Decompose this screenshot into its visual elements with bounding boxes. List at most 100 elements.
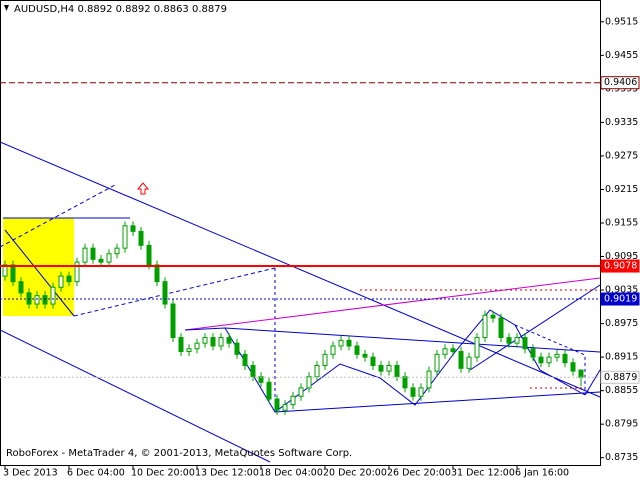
candle-body (546, 356, 552, 364)
candle-body (538, 356, 544, 364)
y-tick-label: 0.8855 (605, 385, 638, 396)
price-level-label: 0.8879 (604, 372, 637, 383)
candle-body (370, 356, 376, 367)
chart-title: AUDUSD,H4 0.8892 0.8892 0.8863 0.8879 (14, 4, 227, 15)
trend-line (0, 141, 601, 398)
candle-body (338, 339, 344, 347)
candle-body (50, 286, 56, 305)
y-tick-label: 0.9035 (605, 285, 638, 296)
candle-body (554, 353, 560, 358)
trend-line (184, 277, 601, 331)
trend-line (0, 184, 116, 248)
candle-body (490, 314, 496, 319)
candle-body (362, 353, 368, 358)
candle-body (266, 381, 272, 400)
candle-body (506, 337, 512, 344)
candle-body (274, 398, 280, 411)
candle-body (482, 314, 488, 339)
candle-body (98, 258, 104, 263)
x-tick-label: 3 Dec 2013 (3, 468, 58, 479)
candle-body (82, 247, 88, 263)
x-tick-label: 6 Jan 16:00 (515, 468, 569, 479)
candle-body (186, 348, 192, 353)
y-tick-label: 0.8795 (605, 419, 638, 430)
y-tick-label: 0.9215 (605, 184, 638, 195)
candle-body (74, 261, 80, 283)
candle-body (250, 365, 256, 378)
candle-body (210, 337, 216, 347)
y-tick-label: 0.8975 (605, 318, 638, 329)
candle-body (314, 365, 320, 378)
candle-body (322, 353, 328, 367)
symbol-icon (4, 5, 9, 11)
candle-body (450, 348, 456, 353)
candle-body (258, 376, 264, 383)
x-tick-label: 31 Dec 12:00 (451, 468, 515, 479)
candle-body (162, 281, 168, 305)
x-tick-label: 10 Dec 20:00 (131, 468, 195, 479)
y-tick-label: 0.9335 (605, 117, 638, 128)
y-tick-label: 0.9515 (605, 16, 638, 27)
candle-body (514, 337, 520, 344)
y-tick-label: 0.9275 (605, 150, 638, 161)
price-level-tag (600, 76, 640, 90)
candle-body (434, 353, 440, 372)
candle-body (290, 395, 296, 406)
candle-body (298, 387, 304, 397)
candle-body (474, 337, 480, 358)
candle-body (138, 230, 144, 246)
candle-body (418, 387, 424, 397)
candle-body (10, 264, 16, 283)
candle-body (330, 345, 336, 355)
candle-body (578, 369, 584, 378)
candle-body (42, 295, 48, 305)
candle-body (34, 295, 40, 305)
price-level-tag (600, 370, 640, 384)
candle-body (122, 225, 128, 249)
candle-body (2, 264, 8, 277)
y-tick-label: 0.8735 (605, 452, 638, 463)
candle-body (402, 376, 408, 389)
candle-body (26, 292, 32, 305)
candle-body (170, 303, 176, 339)
projection-line (584, 369, 601, 396)
candle-body (466, 356, 472, 369)
candle-body (154, 264, 160, 283)
candle-body (346, 339, 352, 347)
trend-line (469, 284, 601, 371)
price-level-label: 0.9078 (604, 261, 637, 272)
trend-line (274, 391, 601, 413)
trend-line (0, 329, 271, 463)
candle-body (570, 362, 576, 372)
candle-body (378, 365, 384, 372)
candle-body (130, 225, 136, 232)
candle-body (218, 337, 224, 347)
candle-body (114, 247, 120, 255)
candle-body (282, 404, 288, 411)
candle-body (242, 353, 248, 367)
candle-body (202, 337, 208, 344)
candle-body (394, 365, 400, 378)
projection-line (514, 324, 586, 395)
candle-body (106, 253, 112, 263)
candle-body (234, 342, 240, 355)
footer: RoboForex - MetaTrader 4, © 2001-2013, M… (6, 448, 352, 459)
candle-body (226, 337, 232, 344)
candle-body (194, 342, 200, 350)
price-level-tag (600, 259, 640, 273)
candle-body (530, 348, 536, 358)
up-arrow-icon (136, 182, 150, 195)
candle-body (306, 376, 312, 389)
x-tick-label: 13 Dec 12:00 (195, 468, 259, 479)
y-tick-label: 0.9455 (605, 50, 638, 61)
candle-body (522, 337, 528, 350)
plot-border (0, 0, 601, 466)
candle-body (562, 353, 568, 364)
trend-line (224, 327, 601, 353)
candle-body (90, 247, 96, 260)
x-tick-label: 26 Dec 20:00 (387, 468, 451, 479)
price-level-tag (600, 292, 640, 306)
price-level-label: 0.9406 (604, 77, 637, 88)
candle-body (410, 387, 416, 397)
y-tick-label: 0.8915 (605, 352, 638, 363)
